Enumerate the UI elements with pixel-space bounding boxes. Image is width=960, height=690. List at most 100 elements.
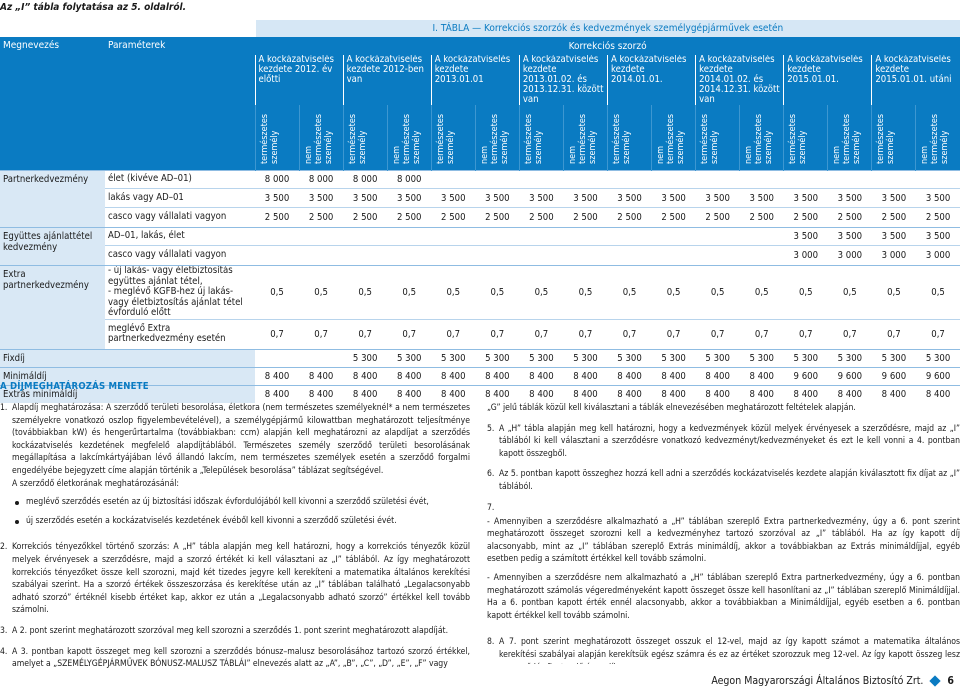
value-cell: 0,5 xyxy=(607,265,652,319)
value-cell: 8 400 xyxy=(563,384,608,403)
value-cell: 2 500 xyxy=(739,207,784,228)
value-cell: 0,5 xyxy=(255,265,300,319)
value-cell: 3 500 xyxy=(651,188,696,208)
subheader-cell: nem természetes személy xyxy=(827,105,872,171)
subheader-cell: természetes személy xyxy=(695,105,740,171)
value-cell: 5 300 xyxy=(695,348,740,367)
subheader: természetes személy xyxy=(259,113,280,164)
value-cell: 0,5 xyxy=(519,265,564,319)
empty-cell xyxy=(519,170,564,189)
empty-cell xyxy=(343,245,388,266)
value-cell: 8 400 xyxy=(387,384,432,403)
empty-cell xyxy=(695,170,740,189)
parameter: élet (kivéve AD–01) xyxy=(105,170,255,189)
footer: Aegon Magyarországi Általános Biztosító … xyxy=(711,675,954,687)
value-cell: 8 000 xyxy=(299,170,344,189)
subheader-cell: nem természetes személy xyxy=(651,105,696,171)
value-cell: 8 400 xyxy=(607,384,652,403)
empty-cell xyxy=(519,245,564,266)
value-cell: 9 600 xyxy=(783,366,828,385)
subheader: nem természetes személy xyxy=(303,113,334,164)
value-cell: 5 300 xyxy=(475,348,520,367)
item-number: 2. xyxy=(0,542,8,553)
empty-cell xyxy=(387,245,432,266)
item-body: A 2. pont szerint meghatározott szorzóva… xyxy=(12,625,470,638)
subheader-cell: természetes személy xyxy=(518,105,564,171)
value-cell: 0,5 xyxy=(915,265,960,319)
value-cell: 8 400 xyxy=(695,384,740,403)
empty-cell xyxy=(827,170,872,189)
value-cell: 5 300 xyxy=(915,348,960,367)
empty-cell xyxy=(299,227,344,246)
value-cell: 3 500 xyxy=(739,188,784,208)
value-cell: 5 300 xyxy=(387,348,432,367)
value-cell: 2 500 xyxy=(827,207,872,228)
paragraph: A „H” tábla alapján meg kell határozni, … xyxy=(499,423,960,459)
value-cell: 0,5 xyxy=(651,265,696,319)
value-cell: 5 300 xyxy=(519,348,564,367)
value-cell: 0,5 xyxy=(299,265,344,319)
item-body: Korrekciós tényezőkkel történő szorzás: … xyxy=(12,541,470,617)
value-cell: 2 500 xyxy=(299,207,344,228)
subheader: nem természetes személy xyxy=(656,113,687,164)
subheader-cell: természetes személy xyxy=(342,105,388,171)
value-cell: 3 500 xyxy=(827,188,872,208)
empty-cell xyxy=(651,245,696,266)
parameter-line: - meglévő KGFB-hez új lakás- vagy életbi… xyxy=(108,286,243,318)
paragraph: A 3. pontban kapott összeget meg kell sz… xyxy=(12,646,470,670)
value-cell: 0,7 xyxy=(299,318,344,349)
period-header: A kockázatviselés kezdete 2015.01.01. xyxy=(783,55,872,105)
empty-cell xyxy=(783,170,828,189)
value-cell: 5 300 xyxy=(827,348,872,367)
row-label: Fixdíj xyxy=(0,348,255,367)
value-cell: 3 500 xyxy=(563,188,608,208)
parameter: - új lakás- vagy életbiztosítás együttes… xyxy=(105,265,255,319)
value-cell: 8 000 xyxy=(255,170,300,189)
value-cell: 8 400 xyxy=(475,366,520,385)
value-cell: 3 000 xyxy=(783,245,828,266)
empty-cell xyxy=(739,245,784,266)
value-cell: 8 400 xyxy=(343,384,388,403)
empty-cell xyxy=(475,245,520,266)
data-row: Fixdíj 5 300 5 300 5 300 5 300 5 300 5 300 5 30… xyxy=(0,348,960,367)
value-cell: 3 500 xyxy=(827,227,872,246)
value-cell: 3 500 xyxy=(387,188,432,208)
value-cell: 0,7 xyxy=(739,318,784,349)
value-cell: 2 500 xyxy=(607,207,652,228)
data-row: Együttes ajánlattétel kedvezmény AD–01, l… xyxy=(0,227,960,266)
value-cell: 3 500 xyxy=(299,188,344,208)
empty-cell xyxy=(431,170,476,189)
parameter: casco vagy vállalati vagyon xyxy=(105,207,255,228)
subheader-cell: nem természetes személy xyxy=(474,105,520,171)
subheader-cell: természetes személy xyxy=(606,105,652,171)
parameter-line: - új lakás- vagy életbiztosítás együttes… xyxy=(108,265,233,287)
empty-cell xyxy=(563,227,608,246)
value-cell: 2 500 xyxy=(783,207,828,228)
value-cell: 0,7 xyxy=(387,318,432,349)
list-item: „G” jelű táblák közül kell kiválasztani … xyxy=(487,402,960,415)
value-cell: 8 400 xyxy=(475,384,520,403)
value-cell: 3 500 xyxy=(343,188,388,208)
value-cell: 8 400 xyxy=(783,384,828,403)
empty-cell xyxy=(607,227,652,246)
value-cell: 8 400 xyxy=(431,366,476,385)
subheader-row: természetes személy nem természetes szemé… xyxy=(0,105,960,171)
empty-cell xyxy=(563,170,608,189)
value-cell: 0,5 xyxy=(475,265,520,319)
value-cell: 2 500 xyxy=(387,207,432,228)
row-label: Minimáldíj xyxy=(0,366,255,385)
value-cell: 3 500 xyxy=(255,188,300,208)
value-cell: 9 600 xyxy=(915,366,960,385)
value-cell: 0,7 xyxy=(783,318,828,349)
subheader-cell: természetes személy xyxy=(783,105,828,171)
value-cell: 3 500 xyxy=(607,188,652,208)
empty-cell xyxy=(607,170,652,189)
value-cell: 0,7 xyxy=(519,318,564,349)
item-body: - Amennyiben a szerződésre alkalmazható … xyxy=(487,514,960,629)
value-cell: 0,5 xyxy=(563,265,608,319)
value-cell: 3 500 xyxy=(871,227,916,246)
value-cell: 5 300 xyxy=(563,348,608,367)
empty-cell xyxy=(695,245,740,266)
list-item: 7. - Amennyiben a szerződésre alkalmazhat… xyxy=(487,502,960,629)
item-number: 5. xyxy=(487,423,495,434)
